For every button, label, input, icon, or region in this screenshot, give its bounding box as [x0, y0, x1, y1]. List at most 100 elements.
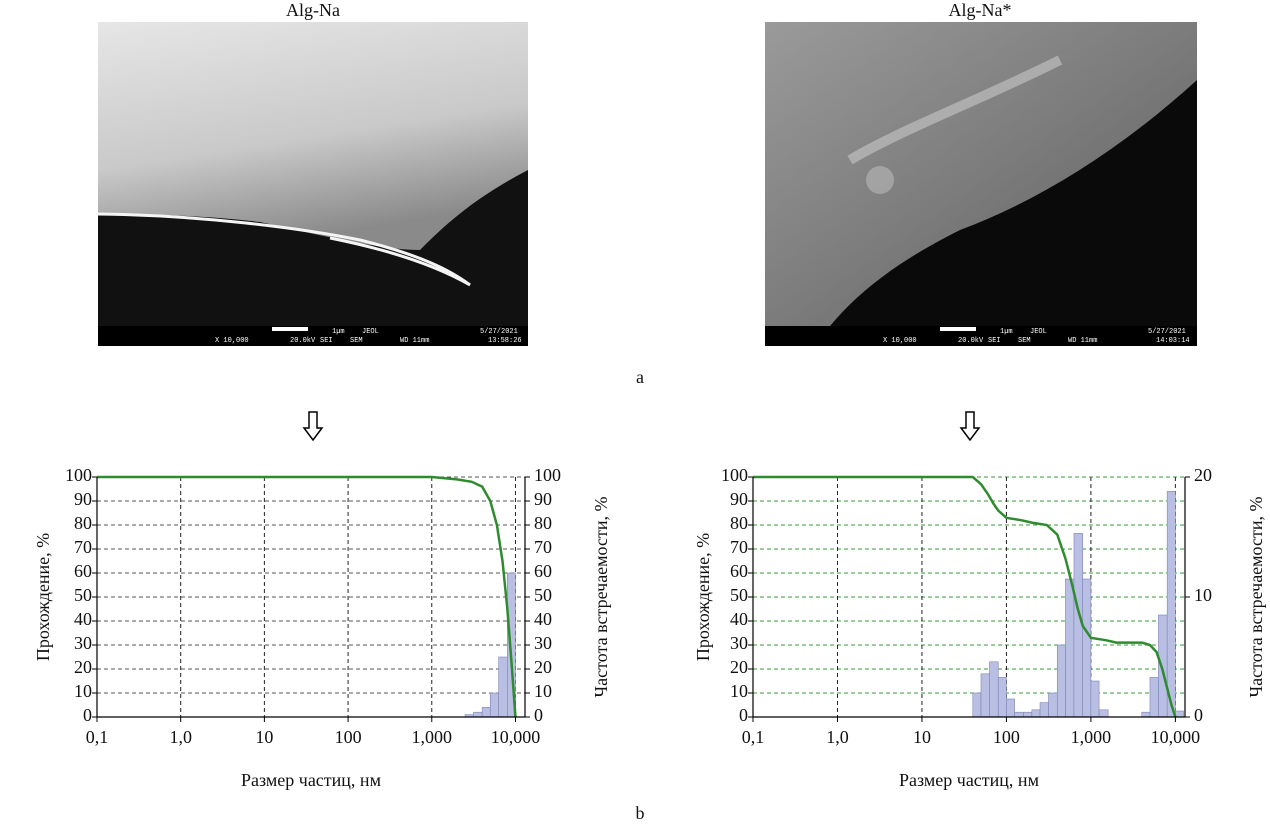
- x-tick-label: 1,000: [1071, 727, 1112, 747]
- x-tick-label: 100: [335, 727, 362, 747]
- y2-tick-label: 30: [534, 633, 552, 653]
- histogram-bar: [1082, 578, 1092, 718]
- histogram-bar: [1014, 711, 1024, 718]
- y2-tick-label: 40: [534, 609, 552, 629]
- y-tick-label: 20: [730, 657, 748, 677]
- histogram-bar: [1031, 709, 1041, 718]
- y2-axis-label: Частота встречаемости, %: [1246, 496, 1266, 697]
- histogram-bar: [1149, 677, 1159, 718]
- y-tick-label: 0: [83, 705, 92, 725]
- panel-label: b: [636, 803, 645, 823]
- y2-tick-label: 80: [534, 513, 552, 533]
- sem-time: 14:03:14: [1156, 337, 1190, 345]
- arrow: [302, 411, 324, 442]
- x-tick-label: 10: [913, 727, 931, 747]
- sem-time: 13:58:26: [488, 337, 522, 345]
- y-tick-label: 50: [730, 585, 748, 605]
- y-tick-label: 60: [74, 561, 92, 581]
- histogram-bar: [498, 656, 508, 718]
- histogram-bar: [997, 677, 1007, 718]
- y-tick-label: 30: [730, 633, 748, 653]
- sem-wd: WD 11mm: [400, 337, 429, 345]
- histogram-bar: [980, 673, 990, 718]
- sem-scale: 1µm: [332, 328, 345, 336]
- sem-maker: JEOL: [1030, 328, 1047, 336]
- sem-image: [97, 22, 528, 346]
- x-tick-label: 1,000: [412, 727, 453, 747]
- sem-voltage: 20.0kV: [958, 337, 984, 345]
- y2-tick-label: 10: [534, 681, 552, 701]
- y-tick-label: 50: [74, 585, 92, 605]
- x-tick-label: 1,0: [826, 727, 849, 747]
- y-tick-label: 40: [730, 609, 748, 629]
- x-tick-label: 0,1: [742, 727, 765, 747]
- sem-mag: X 10,000: [215, 337, 249, 345]
- x-tick-label: 10,000: [491, 727, 541, 747]
- sem-scale: 1µm: [1000, 328, 1013, 336]
- histogram-bar: [1065, 578, 1075, 718]
- x-axis-label: Размер частиц, нм: [241, 770, 381, 790]
- y-tick-label: 80: [74, 513, 92, 533]
- y2-tick-label: 0: [534, 705, 543, 725]
- y-tick-label: 40: [74, 609, 92, 629]
- y-tick-label: 70: [74, 537, 92, 557]
- arrow: [959, 411, 981, 442]
- image-title: Alg-Na*: [949, 0, 1012, 20]
- y2-tick-label: 100: [534, 465, 561, 485]
- x-tick-label: 10: [255, 727, 273, 747]
- x-tick-label: 1,0: [169, 727, 192, 747]
- x-axis-label: Размер частиц, нм: [899, 770, 1039, 790]
- sem-date: 5/27/2021: [480, 328, 518, 336]
- y2-axis-label: Частота встречаемости, %: [591, 496, 611, 697]
- histogram-bar: [972, 692, 982, 718]
- histogram-bar: [1166, 491, 1176, 718]
- axis-frame: [752, 477, 1186, 718]
- histogram-bar: [1056, 644, 1066, 718]
- histogram-bar: [1006, 698, 1015, 718]
- y-tick-label: 70: [730, 537, 748, 557]
- x-tick-label: 100: [993, 727, 1020, 747]
- histogram-bar: [1090, 680, 1100, 718]
- sem-mode: SEM: [1018, 337, 1031, 345]
- y2-tick-label: 90: [534, 489, 552, 509]
- sem-detector: SEI: [320, 337, 333, 345]
- sem-date: 5/27/2021: [1148, 328, 1186, 336]
- histogram-bar: [1158, 614, 1168, 718]
- sem-mag: X 10,000: [883, 337, 917, 345]
- histogram-bar: [473, 711, 483, 718]
- histogram-bar: [1141, 711, 1151, 718]
- y-tick-label: 10: [74, 681, 92, 701]
- sem-voltage: 20.0kV: [290, 337, 316, 345]
- sem-detector: SEI: [988, 337, 1001, 345]
- y-tick-label: 90: [74, 489, 92, 509]
- y2-tick-label: 50: [534, 585, 552, 605]
- y-tick-label: 100: [721, 465, 748, 485]
- cumulative-line: [753, 475, 1177, 718]
- y2-tick-label: 0: [1194, 705, 1203, 725]
- y2-tick-label: 20: [534, 657, 552, 677]
- image-title: Alg-Na: [286, 0, 340, 20]
- y-tick-label: 0: [739, 705, 748, 725]
- y2-tick-label: 10: [1194, 585, 1212, 605]
- histogram-bar: [481, 707, 491, 718]
- histogram-bar: [1175, 710, 1184, 718]
- sem-wd: WD 11mm: [1068, 337, 1097, 345]
- histogram-bar: [989, 661, 999, 718]
- histogram-bar: [1039, 702, 1049, 718]
- y-tick-label: 20: [74, 657, 92, 677]
- y-tick-label: 90: [730, 489, 748, 509]
- histogram-bar: [1048, 692, 1058, 718]
- cumulative-line: [97, 475, 517, 718]
- y2-tick-label: 60: [534, 561, 552, 581]
- axis-frame: [96, 477, 526, 718]
- y2-tick-label: 70: [534, 537, 552, 557]
- histogram-bar: [1023, 711, 1033, 718]
- histogram-bar: [1098, 709, 1109, 718]
- sem-maker: JEOL: [362, 328, 379, 336]
- sem-mode: SEM: [350, 337, 363, 345]
- y2-tick-label: 20: [1194, 465, 1212, 485]
- sem-image: [765, 22, 1197, 346]
- panel-label: a: [636, 367, 644, 387]
- y-axis-label: Прохождение, %: [33, 533, 53, 661]
